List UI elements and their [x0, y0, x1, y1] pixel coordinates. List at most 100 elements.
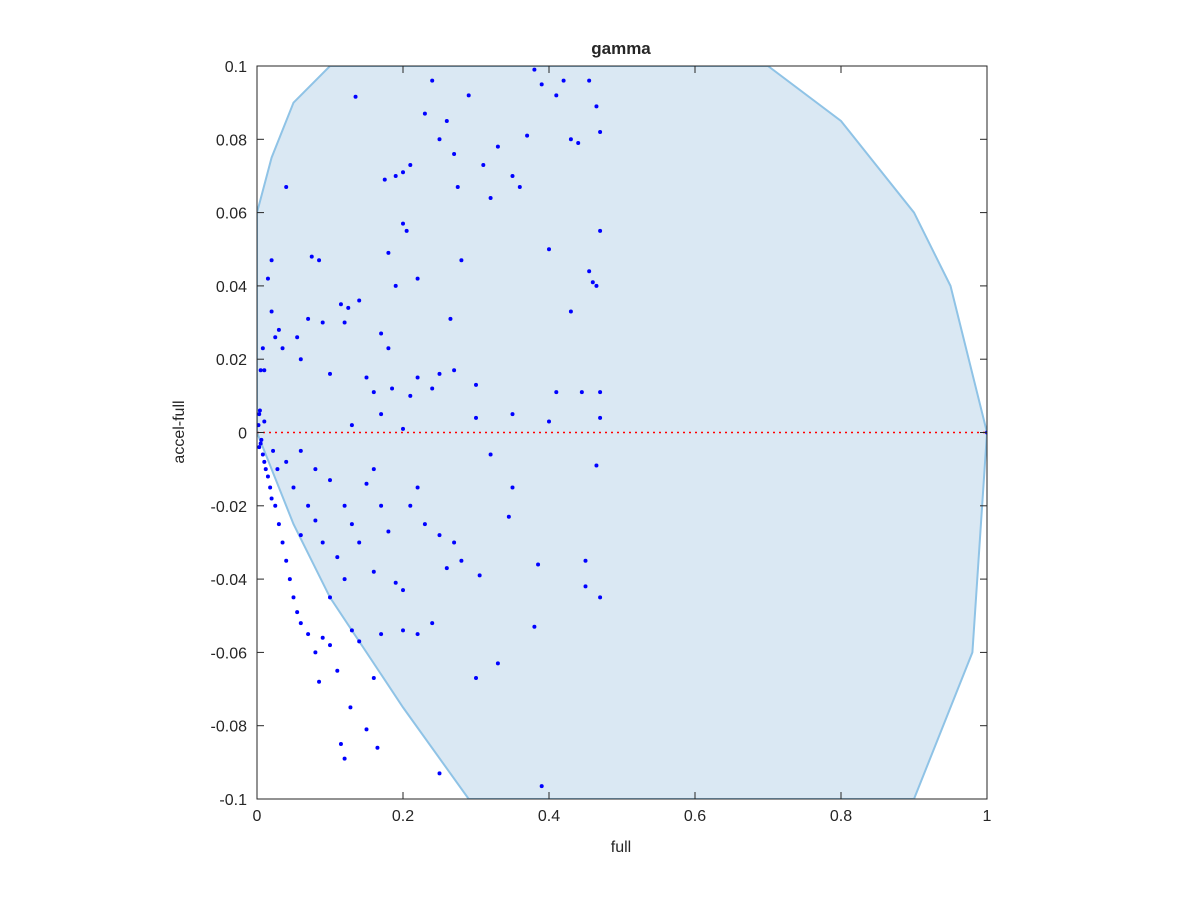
point — [459, 558, 464, 563]
point — [401, 426, 405, 431]
point — [448, 316, 453, 321]
point — [390, 386, 395, 391]
point — [393, 173, 398, 178]
x-tick-label: 0.4 — [538, 808, 560, 825]
y-tick-label: -0.1 — [219, 792, 247, 809]
point — [393, 283, 398, 288]
point — [598, 595, 603, 600]
x-tick-label: 0.2 — [392, 808, 414, 825]
point — [444, 118, 449, 123]
point — [320, 320, 325, 325]
point — [287, 577, 292, 582]
point — [260, 452, 265, 457]
point — [495, 144, 500, 149]
point — [554, 390, 559, 395]
point — [262, 368, 267, 373]
point — [598, 129, 603, 134]
point — [265, 474, 270, 479]
point — [291, 485, 296, 490]
point — [401, 628, 405, 633]
point — [568, 309, 573, 314]
point — [539, 82, 544, 87]
point — [257, 412, 262, 417]
point — [444, 566, 449, 571]
point — [271, 448, 276, 453]
point — [408, 393, 413, 398]
point — [269, 258, 274, 263]
point — [430, 621, 435, 626]
point — [404, 228, 409, 233]
point — [269, 496, 274, 501]
point — [379, 331, 384, 336]
point — [379, 503, 384, 508]
point — [452, 540, 457, 545]
point — [349, 423, 354, 428]
point — [298, 448, 303, 453]
point — [568, 137, 573, 142]
point — [257, 445, 262, 450]
point — [379, 632, 384, 637]
y-axis-label: accel-full — [171, 400, 188, 463]
point — [280, 346, 285, 351]
point — [587, 269, 592, 274]
point — [269, 309, 274, 314]
point — [382, 177, 387, 182]
point — [263, 467, 268, 472]
point — [594, 104, 599, 109]
point — [488, 195, 493, 200]
point — [295, 335, 300, 340]
point — [348, 705, 353, 710]
point — [547, 247, 551, 252]
point — [455, 184, 460, 189]
point — [328, 478, 332, 483]
point — [371, 467, 376, 472]
x-tick-label: 1 — [983, 808, 992, 825]
point — [510, 173, 515, 178]
point — [386, 250, 391, 255]
point — [474, 382, 478, 387]
point — [309, 254, 314, 259]
y-tick-label: -0.04 — [211, 572, 248, 589]
y-tick-label: 0 — [238, 426, 247, 443]
point — [422, 522, 427, 527]
point — [273, 503, 278, 508]
point — [313, 467, 318, 472]
point — [317, 258, 322, 263]
point — [415, 632, 420, 637]
point — [371, 676, 376, 681]
point — [298, 357, 303, 362]
x-tick-label: 0.6 — [684, 808, 706, 825]
point — [364, 481, 369, 486]
chart-title: gamma — [591, 39, 651, 58]
point — [408, 503, 413, 508]
point — [506, 514, 511, 519]
point — [386, 346, 391, 351]
point — [525, 133, 530, 138]
point — [284, 459, 289, 464]
plot-content — [257, 66, 987, 799]
point — [415, 375, 420, 380]
point — [452, 151, 457, 156]
point — [386, 529, 391, 534]
point — [259, 437, 264, 442]
point — [437, 137, 442, 142]
point — [547, 419, 551, 424]
point — [379, 412, 384, 417]
point — [258, 368, 263, 373]
point — [459, 258, 464, 263]
point — [495, 661, 500, 666]
point — [298, 621, 303, 626]
point — [317, 679, 322, 684]
point — [353, 94, 358, 99]
point — [510, 412, 515, 417]
point — [532, 624, 537, 629]
point — [275, 467, 280, 472]
point — [598, 390, 603, 395]
point — [477, 573, 482, 578]
y-tick-label: -0.06 — [211, 645, 248, 662]
point — [488, 452, 493, 457]
point — [284, 558, 289, 563]
point — [258, 441, 263, 446]
